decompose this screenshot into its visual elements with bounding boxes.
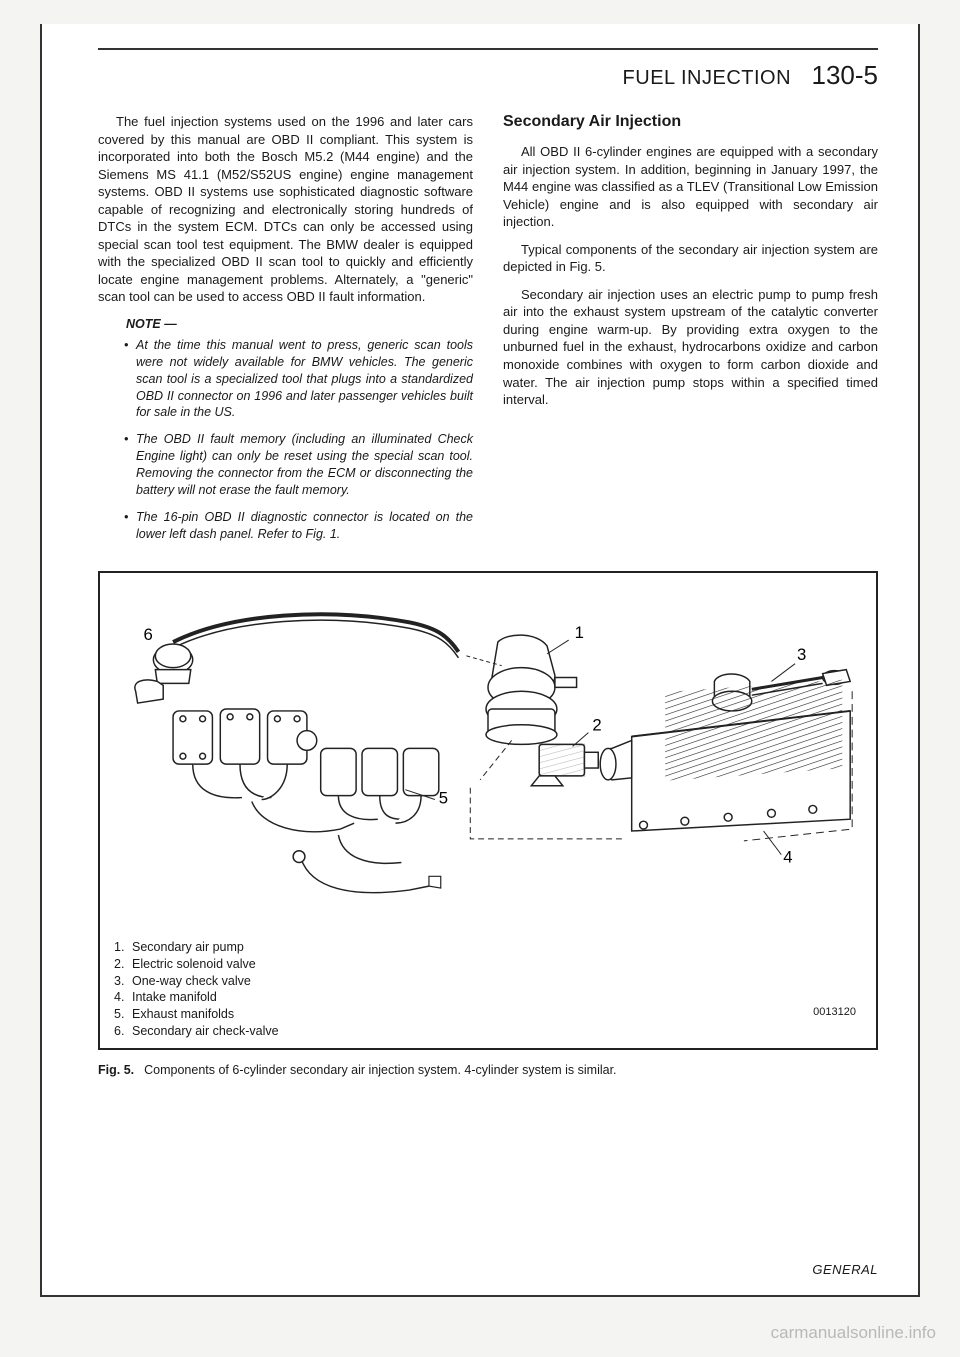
right-paragraph-2: Typical components of the secondary air …: [503, 241, 878, 276]
rule-top: [98, 48, 878, 50]
legend-text: One-way check valve: [132, 973, 251, 990]
legend-row: 4.Intake manifold: [114, 989, 862, 1006]
legend-num: 6.: [114, 1023, 132, 1040]
legend-text: Electric solenoid valve: [132, 956, 256, 973]
left-paragraph-1: The fuel injection systems used on the 1…: [98, 113, 473, 306]
callout-2: 2: [592, 715, 601, 734]
right-paragraph-1: All OBD II 6-cylinder engines are equipp…: [503, 143, 878, 231]
legend-num: 5.: [114, 1006, 132, 1023]
caption-text: Components of 6-cylinder secondary air i…: [144, 1062, 616, 1079]
callout-4: 4: [783, 847, 792, 866]
exhaust-manifolds-icon: [173, 708, 439, 831]
page-header: FUEL INJECTION 130-5: [98, 60, 878, 91]
part-number: 0013120: [813, 1006, 856, 1018]
callout-3: 3: [797, 644, 806, 663]
legend-text: Secondary air check-valve: [132, 1023, 279, 1040]
note-item-3: The 16-pin OBD II diagnostic connector i…: [126, 509, 473, 543]
watermark: carmanualsonline.info: [771, 1323, 936, 1343]
caption-label: Fig. 5.: [98, 1062, 134, 1079]
two-column-layout: The fuel injection systems used on the 1…: [98, 113, 878, 553]
legend-row: 5.Exhaust manifolds: [114, 1006, 862, 1023]
legend-num: 2.: [114, 956, 132, 973]
page: FUEL INJECTION 130-5 The fuel injection …: [40, 24, 920, 1297]
footer-section: GENERAL: [812, 1262, 878, 1277]
left-column: The fuel injection systems used on the 1…: [98, 113, 473, 553]
legend-row: 6.Secondary air check-valve: [114, 1023, 862, 1040]
intake-manifold-icon: [600, 679, 850, 830]
right-paragraph-3: Secondary air injection uses an electric…: [503, 286, 878, 409]
section-title: FUEL INJECTION: [623, 67, 792, 89]
right-column: Secondary Air Injection All OBD II 6-cyl…: [503, 113, 878, 553]
note-item-1: At the time this manual went to press, g…: [126, 337, 473, 421]
air-pump-icon: [486, 635, 577, 744]
callout-6: 6: [144, 625, 153, 644]
legend-row: 3.One-way check valve: [114, 973, 862, 990]
legend-text: Secondary air pump: [132, 939, 244, 956]
legend-text: Exhaust manifolds: [132, 1006, 234, 1023]
callout-1: 1: [575, 623, 584, 642]
figure-5-box: 6: [98, 571, 878, 1051]
secondary-air-heading: Secondary Air Injection: [503, 113, 878, 131]
figure-legend: 1.Secondary air pump 2.Electric solenoid…: [114, 939, 862, 1040]
solenoid-valve-icon: [531, 744, 598, 785]
note-block: NOTE — At the time this manual went to p…: [126, 316, 473, 543]
legend-num: 3.: [114, 973, 132, 990]
legend-row: 2.Electric solenoid valve: [114, 956, 862, 973]
legend-text: Intake manifold: [132, 989, 217, 1006]
callout-5: 5: [439, 788, 448, 807]
figure-5-diagram: 6: [114, 583, 862, 937]
legend-num: 4.: [114, 989, 132, 1006]
figure-caption: Fig. 5. Components of 6-cylinder seconda…: [98, 1062, 878, 1079]
legend-row: 1.Secondary air pump: [114, 939, 862, 956]
note-item-2: The OBD II fault memory (including an il…: [126, 431, 473, 499]
legend-num: 1.: [114, 939, 132, 956]
page-number: 130-5: [812, 60, 879, 90]
note-label: NOTE —: [126, 316, 473, 333]
